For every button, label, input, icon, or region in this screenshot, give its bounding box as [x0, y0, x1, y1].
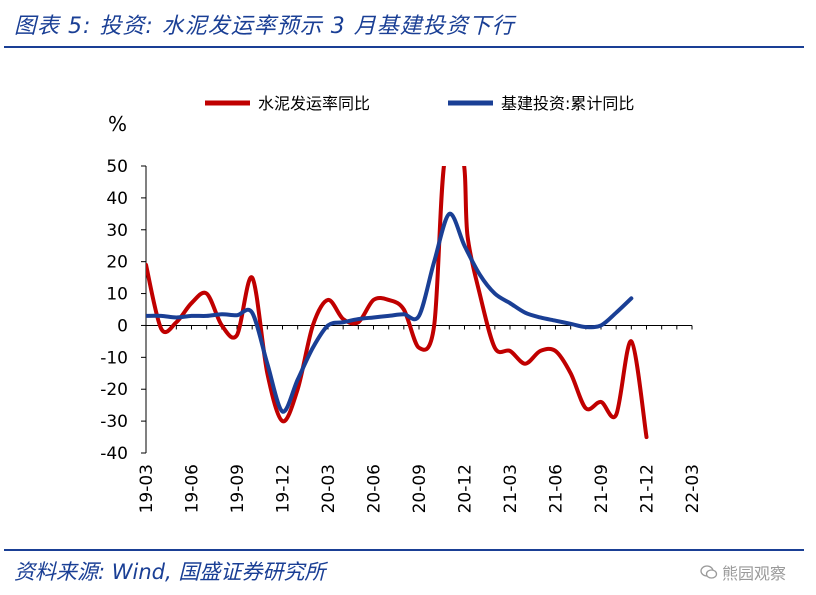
x-tick-label: 21-12 — [638, 464, 658, 513]
y-tick-label: -20 — [100, 380, 128, 400]
y-axis-unit: % — [108, 112, 127, 136]
watermark: 熊园观察 — [700, 560, 786, 584]
y-tick-label: -10 — [100, 348, 128, 368]
y-tick-label: -40 — [100, 444, 128, 464]
x-tick-label: 21-09 — [592, 464, 612, 513]
y-tick-label: 30 — [106, 221, 128, 241]
x-tick-label: 19-06 — [183, 464, 203, 513]
line-chart: 水泥发运率同比 基建投资:累计同比 % 50 40 30 20 10 0 -10 -20 -30… — [100, 94, 703, 513]
x-tick-label: 20-09 — [410, 464, 430, 513]
chart-legend: 水泥发运率同比 基建投资:累计同比 — [205, 94, 634, 113]
x-tick-label: 19-03 — [137, 464, 157, 513]
x-tick-label: 20-06 — [365, 464, 385, 513]
x-tick-label: 19-12 — [274, 464, 294, 513]
x-tick-label: 22-03 — [683, 464, 703, 513]
title-divider — [4, 46, 804, 48]
y-tick-label: 50 — [106, 157, 128, 177]
chart-series — [146, 166, 649, 440]
figure-title: 图表 5: 投资: 水泥发运率预示 3 月基建投资下行 — [14, 14, 515, 39]
x-tick-label: 20-03 — [319, 464, 339, 513]
wechat-icon — [700, 565, 718, 579]
x-tick-label: 21-03 — [501, 464, 521, 513]
series-line-infrastructure-investment — [146, 211, 634, 414]
footer-divider — [4, 549, 804, 551]
legend-label-cement: 水泥发运率同比 — [258, 94, 370, 113]
x-tick-label: 21-06 — [547, 464, 567, 513]
chart-axes: 50 40 30 20 10 0 -10 -20 -30 -40 19-03 19-06 19-09 19… — [100, 157, 703, 513]
y-tick-label: 10 — [106, 285, 128, 305]
legend-label-infrastructure: 基建投资:累计同比 — [501, 94, 634, 113]
y-tick-label: 20 — [106, 253, 128, 273]
x-tick-label: 19-09 — [228, 464, 248, 513]
y-tick-label: -30 — [100, 412, 128, 432]
x-tick-label: 20-12 — [456, 464, 476, 513]
y-tick-label: 40 — [106, 189, 128, 209]
data-source: 资料来源: Wind, 国盛证券研究所 — [14, 560, 326, 584]
watermark-text: 熊园观察 — [722, 564, 787, 583]
y-tick-label: 0 — [117, 316, 128, 336]
series-line-cement-dispatch — [146, 166, 649, 440]
